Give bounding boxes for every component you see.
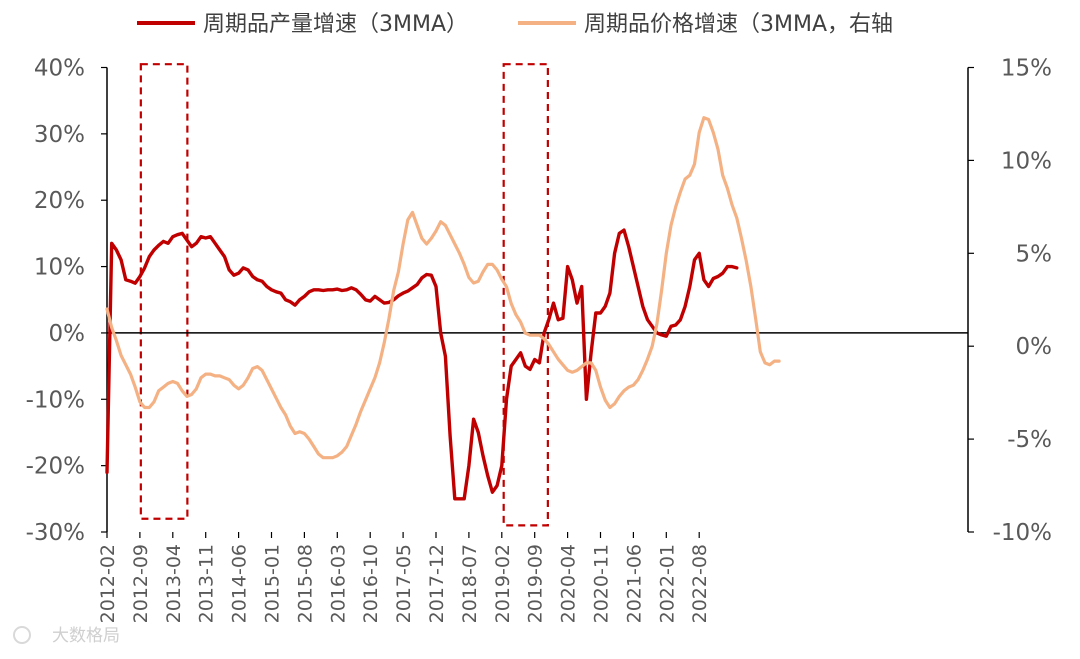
left-tick-label: -20%	[26, 454, 85, 480]
legend: 周期品产量增速（3MMA） 周期品价格增速（3MMA，右轴	[137, 12, 893, 37]
highlight-boxes	[139, 63, 549, 527]
left-tick-label: 40%	[34, 56, 85, 82]
right-tick-label: -5%	[1007, 427, 1052, 453]
x-tick-label: 2017-12	[426, 544, 448, 623]
right-tick-label: 5%	[1016, 241, 1053, 267]
left-axis-tick-labels: 40% 30% 20% 10% 0% -10% -20% -30%	[26, 56, 85, 547]
right-tick-label: 15%	[1001, 56, 1052, 82]
x-tick-label: 2016-03	[327, 544, 349, 623]
x-axis-tick-labels: 2012-02 2012-09 2013-04 2013-11 2014-06 2015-…	[97, 544, 711, 623]
right-axis-tick-labels: 15% 10% 5% 0% -5% -10%	[993, 56, 1052, 547]
right-tick-label: -10%	[993, 520, 1052, 546]
highlight-box-1	[139, 63, 189, 520]
x-tick-label: 2013-04	[163, 544, 185, 623]
x-tick-label: 2013-11	[196, 544, 218, 623]
x-tick-label: 2019-02	[492, 544, 514, 623]
x-tick-label: 2020-04	[558, 544, 580, 623]
x-tick-label: 2015-01	[262, 544, 284, 623]
left-tick-label: 30%	[34, 122, 85, 148]
left-tick-label: 10%	[34, 255, 85, 281]
x-tick-label: 2019-09	[525, 544, 547, 623]
highlight-box-2	[502, 63, 549, 527]
watermark-logo-icon	[13, 626, 31, 644]
production-growth-line	[105, 228, 739, 501]
series-lines	[105, 116, 781, 501]
x-tick-label: 2012-09	[130, 544, 152, 623]
price-growth-line	[105, 116, 781, 460]
x-tick-label: 2012-02	[97, 544, 119, 623]
watermark-text: 大数格局	[52, 626, 120, 646]
right-tick-label: 10%	[1001, 148, 1052, 174]
x-tick-label: 2014-06	[229, 544, 251, 623]
watermark: 大数格局	[13, 626, 120, 646]
left-tick-label: -30%	[26, 520, 85, 546]
x-tick-label: 2016-10	[360, 544, 382, 623]
x-tick-label: 2020-11	[591, 544, 613, 623]
x-tick-label: 2021-06	[623, 544, 645, 623]
right-tick-label: 0%	[1016, 334, 1053, 360]
axes	[101, 66, 974, 538]
x-tick-label: 2015-08	[294, 544, 316, 623]
x-tick-label: 2018-07	[459, 544, 481, 623]
left-tick-label: 20%	[34, 188, 85, 214]
x-tick-label: 2022-08	[689, 544, 711, 623]
legend-label-price: 周期品价格增速（3MMA，右轴	[584, 12, 893, 37]
legend-label-production: 周期品产量增速（3MMA）	[203, 12, 468, 37]
x-tick-label: 2022-01	[656, 544, 678, 623]
left-tick-label: -10%	[26, 387, 85, 413]
x-tick-label: 2017-05	[393, 544, 415, 623]
left-tick-label: 0%	[49, 321, 86, 347]
